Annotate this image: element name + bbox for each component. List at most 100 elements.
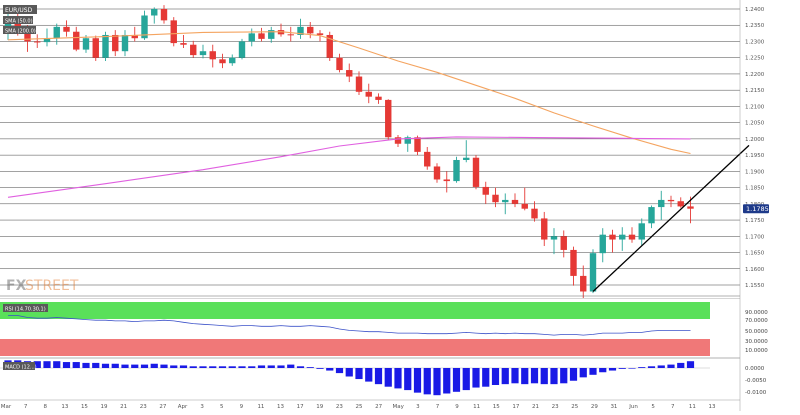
candle[interactable] [541,211,548,247]
candle[interactable] [209,44,216,68]
candle[interactable] [131,26,138,42]
candle[interactable] [190,40,197,58]
rsi-label-tag[interactable] [3,304,48,312]
date-tick-label: 5 [651,404,655,410]
date-tick-label: 29 [591,404,598,410]
candle[interactable] [550,228,558,255]
candle[interactable] [648,205,655,229]
candle[interactable] [599,228,606,263]
macd-tick-top: 0.0000 [745,366,765,372]
candle[interactable] [219,53,226,69]
candle[interactable] [34,34,41,48]
candle-body [170,20,177,44]
candle[interactable] [229,54,236,66]
candle[interactable] [638,218,645,246]
candle[interactable] [43,28,51,47]
candle[interactable] [667,195,675,208]
macd-bar [267,365,275,368]
candle[interactable] [463,140,470,163]
candle[interactable] [375,93,382,104]
candle[interactable] [355,71,363,96]
candle[interactable] [385,99,392,141]
candle[interactable] [472,155,480,190]
candle[interactable] [492,187,499,208]
candle[interactable] [180,34,187,48]
candle[interactable] [453,156,460,183]
candle[interactable] [531,201,538,222]
candle-body [355,76,363,92]
candle[interactable] [443,171,450,193]
candle-body [404,137,411,144]
candle[interactable] [677,197,684,208]
candle[interactable] [336,53,343,73]
candle[interactable] [609,229,616,253]
date-tick-label: 23 [552,404,559,410]
candle-body [365,91,372,97]
last-price-marker: 1.1785 [743,204,769,214]
candle[interactable] [92,35,99,61]
candle[interactable] [414,135,421,156]
candle[interactable] [258,27,265,42]
candle[interactable] [287,26,294,42]
candle[interactable] [433,163,441,183]
candle[interactable] [482,181,489,204]
candle[interactable] [297,18,304,39]
macd-label-tag[interactable] [3,362,35,370]
candle[interactable] [346,63,353,83]
candle[interactable] [570,246,577,286]
candle[interactable] [268,26,275,43]
last-price-badge [743,204,769,214]
candle[interactable] [112,30,119,57]
macd-bar [140,364,149,368]
candle[interactable] [326,31,333,61]
price-tick-label: 1.2300 [745,39,765,45]
candle-body [502,199,509,203]
legend-symbol-tag[interactable] [3,5,37,14]
candle-body [92,38,99,58]
candle[interactable] [658,190,665,221]
candle[interactable] [199,44,207,59]
candle[interactable] [151,7,158,24]
candle[interactable] [238,38,246,60]
candle[interactable] [307,21,314,39]
candle[interactable] [424,147,431,170]
candle[interactable] [619,227,626,251]
legend-sma200-tag[interactable] [3,26,36,34]
candle[interactable] [53,23,60,45]
date-tick-label: 11 [689,404,696,410]
macd-bar [111,363,119,368]
macd-bar [579,368,587,378]
candle[interactable] [63,20,70,37]
candle[interactable] [511,193,519,208]
candle[interactable] [580,265,587,298]
candle[interactable] [560,230,567,258]
price-tick-label: 1.1700 [745,234,765,240]
candle[interactable] [82,34,90,53]
candle-body [121,34,129,52]
macd-bar [482,368,490,387]
macd-bar [404,368,412,391]
date-tick-label: 17 [297,404,304,410]
last-price-value: 1.1785 [746,205,769,213]
candle[interactable] [365,83,372,104]
candle[interactable] [394,134,402,147]
candle[interactable] [121,30,129,57]
candle-body [326,34,333,58]
candle[interactable] [628,227,636,243]
fxstreet-logo: FX STREET [6,278,79,294]
macd-bar [628,368,636,369]
macd-bar [82,362,90,368]
candle[interactable] [170,17,177,47]
macd-bar [326,368,334,371]
candle[interactable] [73,26,80,52]
candle[interactable] [502,193,509,215]
candle[interactable] [589,249,597,294]
candle[interactable] [521,187,528,211]
macd-bar [433,368,441,396]
legend-sma50-tag[interactable] [3,16,33,24]
candle[interactable] [687,196,694,224]
candle[interactable] [160,5,168,24]
date-tick-label: 11 [473,404,480,410]
support-trendline[interactable] [592,144,750,292]
